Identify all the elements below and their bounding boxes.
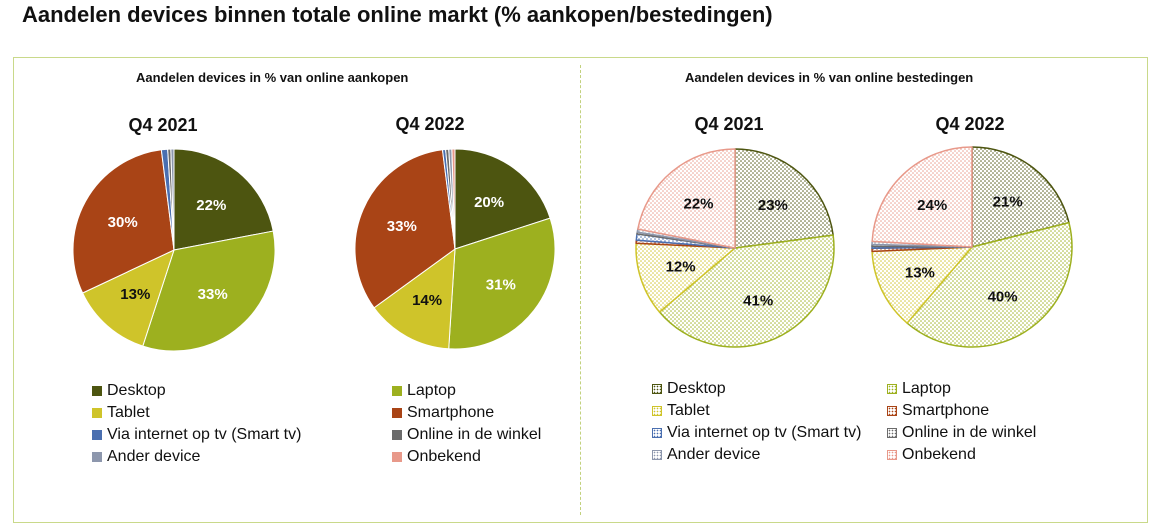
legend-item-desktop: Desktop <box>652 380 726 398</box>
legend-swatch <box>92 408 102 418</box>
data-label-onbekend: 24% <box>917 197 947 214</box>
legend-label: Tablet <box>107 404 150 421</box>
legend-swatch <box>392 452 402 462</box>
legend-item-via-internet-op-tv-smart-tv: Via internet op tv (Smart tv) <box>652 424 861 442</box>
pie-slice-laptop <box>658 234 835 348</box>
legend-swatch <box>887 406 897 416</box>
legend-item-laptop: Laptop <box>392 382 456 400</box>
pie-slice-smartphone <box>354 149 456 309</box>
legend-swatch <box>92 386 102 396</box>
legend-label: Smartphone <box>407 404 495 421</box>
legend-swatch <box>887 428 897 438</box>
legend-label: Ander device <box>107 448 201 465</box>
legend-label: Desktop <box>107 382 166 399</box>
legend-label: Online in de winkel <box>407 426 542 443</box>
data-label-desktop: 23% <box>758 197 788 214</box>
pie-title: Q4 2021 <box>694 114 763 134</box>
legend-item-onbekend: Onbekend <box>392 448 481 466</box>
legend-swatch <box>887 450 897 460</box>
legend-item-tablet: Tablet <box>92 404 150 422</box>
legend-item-laptop: Laptop <box>887 380 951 398</box>
data-label-tablet: 14% <box>412 292 442 309</box>
data-label-onbekend: 22% <box>683 196 713 213</box>
legend-swatch <box>92 430 102 440</box>
pie-slice-smartphone <box>72 149 175 294</box>
data-label-laptop: 33% <box>198 286 228 303</box>
data-label-laptop: 40% <box>988 288 1018 305</box>
pie-title: Q4 2022 <box>395 114 464 134</box>
pie-slice-desktop <box>454 148 551 250</box>
pie-title: Q4 2022 <box>935 114 1004 134</box>
data-label-laptop: 41% <box>743 293 773 310</box>
main-title: Aandelen devices binnen totale online ma… <box>22 2 773 27</box>
legend-item-desktop: Desktop <box>92 382 166 400</box>
legend-swatch <box>887 384 897 394</box>
legend-item-ander-device: Ander device <box>92 448 200 466</box>
legend-label: Smartphone <box>902 402 990 419</box>
pie-slice-laptop <box>448 217 556 350</box>
legend-item-online-in-de-winkel: Online in de winkel <box>392 426 541 444</box>
legend-label: Ander device <box>667 446 761 463</box>
legend-swatch <box>652 428 662 438</box>
legend-item-via-internet-op-tv-smart-tv: Via internet op tv (Smart tv) <box>92 426 301 444</box>
data-label-tablet: 13% <box>905 264 935 281</box>
legend-swatch <box>652 450 662 460</box>
panel-title-aankopen: Aandelen devices in % van online aankope… <box>136 70 409 85</box>
data-label-tablet: 13% <box>120 286 150 303</box>
legend-label: Onbekend <box>407 448 481 465</box>
legend-label: Laptop <box>902 380 951 397</box>
pie-slice-ander-device <box>170 148 175 251</box>
legend-swatch <box>392 430 402 440</box>
data-label-desktop: 20% <box>474 194 504 211</box>
legend-item-onbekend: Onbekend <box>887 446 976 464</box>
legend-label: Laptop <box>407 382 456 399</box>
pie-slice-tablet <box>373 248 456 350</box>
pie-slice-onbekend <box>637 148 736 249</box>
legend-item-ander-device: Ander device <box>652 446 760 464</box>
pie-slice-tablet <box>82 249 175 347</box>
data-label-laptop: 31% <box>486 277 516 294</box>
legend-label: Tablet <box>667 402 710 419</box>
legend-item-online-in-de-winkel: Online in de winkel <box>887 424 1036 442</box>
legend-label: Onbekend <box>902 446 976 463</box>
chart-frame <box>13 57 1148 523</box>
data-label-smartphone: 30% <box>108 214 138 231</box>
data-label-desktop: 22% <box>196 197 226 214</box>
pie-slice-laptop <box>142 230 276 352</box>
legend-label: Via internet op tv (Smart tv) <box>667 424 862 441</box>
legend-swatch <box>92 452 102 462</box>
pie-slice-onbekend <box>871 146 973 248</box>
data-label-smartphone: 33% <box>387 218 417 235</box>
pie-slice-desktop <box>173 148 274 251</box>
panel-divider <box>580 65 581 515</box>
pie-title: Q4 2021 <box>128 115 197 135</box>
legend-label: Via internet op tv (Smart tv) <box>107 426 302 443</box>
legend-swatch <box>652 406 662 416</box>
legend-label: Desktop <box>667 380 726 397</box>
legend-item-tablet: Tablet <box>652 402 710 420</box>
legend-item-smartphone: Smartphone <box>392 404 494 422</box>
legend-swatch <box>392 408 402 418</box>
legend-label: Online in de winkel <box>902 424 1037 441</box>
pie-slice-tablet <box>635 242 736 313</box>
panel-title-bestedingen: Aandelen devices in % van online bestedi… <box>685 70 974 85</box>
pie-slice-desktop <box>971 146 1070 248</box>
legend-swatch <box>652 384 662 394</box>
data-label-desktop: 21% <box>993 193 1023 210</box>
data-label-tablet: 12% <box>666 259 696 276</box>
pie-slice-laptop <box>906 221 1073 348</box>
pie-slice-desktop <box>734 148 834 249</box>
pie-slice-onbekend <box>451 148 456 250</box>
legend-swatch <box>392 386 402 396</box>
legend-item-smartphone: Smartphone <box>887 402 989 420</box>
pie-slice-tablet <box>871 246 973 324</box>
